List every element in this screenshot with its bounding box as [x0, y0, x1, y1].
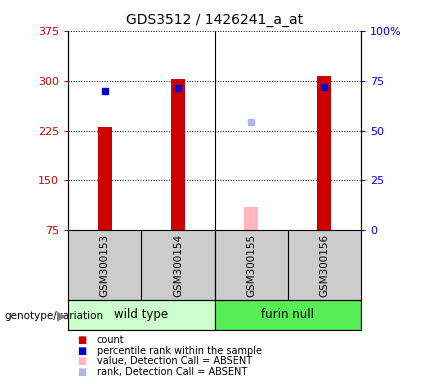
- Text: wild type: wild type: [114, 308, 169, 321]
- Text: value, Detection Call = ABSENT: value, Detection Call = ABSENT: [97, 356, 252, 366]
- Text: ■: ■: [77, 335, 86, 345]
- Text: GSM300156: GSM300156: [319, 233, 329, 296]
- Text: ■: ■: [77, 367, 86, 377]
- Text: ▶: ▶: [57, 309, 67, 322]
- Text: GSM300154: GSM300154: [173, 233, 183, 296]
- Bar: [317, 76, 331, 230]
- Bar: [215, 300, 361, 330]
- Text: genotype/variation: genotype/variation: [4, 311, 103, 321]
- Text: GSM300155: GSM300155: [246, 233, 256, 296]
- Text: count: count: [97, 335, 125, 345]
- Bar: [171, 79, 185, 230]
- Text: GSM300153: GSM300153: [100, 233, 110, 296]
- Text: ■: ■: [77, 346, 86, 356]
- Text: ■: ■: [77, 356, 86, 366]
- Text: rank, Detection Call = ABSENT: rank, Detection Call = ABSENT: [97, 367, 247, 377]
- Title: GDS3512 / 1426241_a_at: GDS3512 / 1426241_a_at: [126, 13, 303, 27]
- Text: percentile rank within the sample: percentile rank within the sample: [97, 346, 262, 356]
- Bar: [68, 300, 215, 330]
- Bar: [98, 127, 112, 230]
- Bar: [244, 207, 258, 230]
- Text: furin null: furin null: [261, 308, 314, 321]
